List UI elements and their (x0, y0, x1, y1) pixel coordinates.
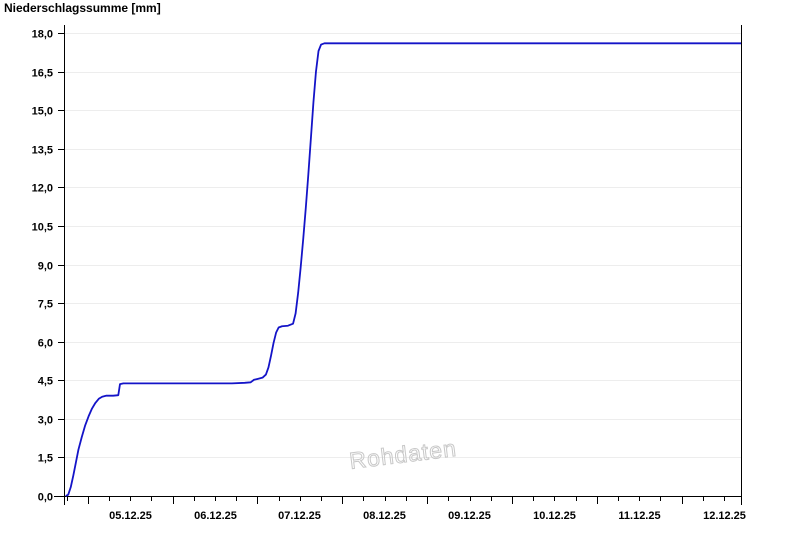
series-line-niederschlagssumme (65, 42, 741, 497)
y-axis-tick-label: 3,0 (38, 415, 53, 427)
gridlines-group (64, 33, 741, 458)
y-axis-tick-label: 16,5 (32, 68, 53, 80)
x-axis-tick-label: 08.12.25 (363, 510, 406, 522)
y-axis-tick-label: 15,0 (32, 106, 53, 118)
y-axis-tick-label: 10,5 (32, 222, 53, 234)
x-axis-tick-label: 05.12.25 (109, 510, 152, 522)
x-axis-tick-label: 10.12.25 (533, 510, 576, 522)
y-axis-tick-label: 13,5 (32, 145, 53, 157)
y-axis-tick-label: 1,5 (38, 453, 53, 465)
y-axis-tick-label: 7,5 (38, 299, 53, 311)
x-axis-tick-label: 11.12.25 (618, 510, 660, 522)
y-axis-tick-label: 18,0 (32, 29, 53, 41)
y-axis-tick-label: 12,0 (32, 183, 53, 195)
x-axis-tick-label: 12.12.25 (703, 510, 746, 522)
chart-title: Niederschlagssumme [mm] (4, 1, 161, 15)
x-axis-tick-label: 07.12.25 (278, 510, 321, 522)
axis-lines-group (54, 25, 743, 505)
y-axis-labels-group: 18,0 16,5 15,0 13,5 12,0 10,5 9,0 7,5 6,0 4,5 3,0 1… (32, 29, 53, 504)
x-axis-tick-label: 06.12.25 (194, 510, 237, 522)
data-series-group (65, 42, 741, 497)
y-axis-tick-label: 9,0 (38, 261, 53, 273)
y-axis-tick-label: 6,0 (38, 338, 53, 350)
y-axis-ticks-group (58, 32, 64, 498)
x-axis-labels-group: 05.12.25 06.12.25 07.12.25 08.12.25 09.12.25… (109, 510, 746, 522)
x-axis-ticks-group (67, 496, 725, 504)
x-axis-tick-label: 09.12.25 (448, 510, 491, 522)
y-axis-tick-label: 0,0 (38, 492, 53, 504)
y-axis-tick-label: 4,5 (38, 376, 53, 388)
